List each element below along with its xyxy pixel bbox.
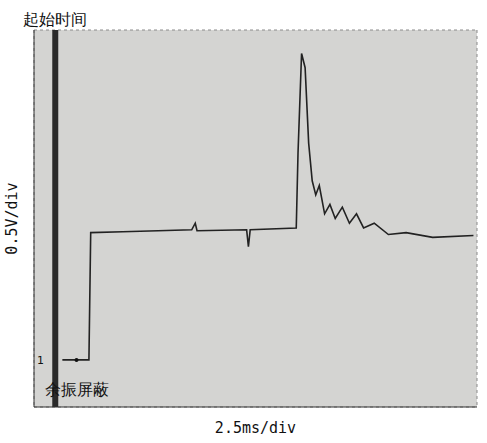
svg-text:余振屏蔽: 余振屏蔽 [45, 380, 109, 399]
svg-text:起始时间: 起始时间 [23, 10, 87, 29]
svg-text:1: 1 [37, 354, 44, 367]
svg-text:0.5V/div: 0.5V/div [3, 182, 21, 254]
svg-text:2.5ms/div: 2.5ms/div [215, 419, 296, 437]
